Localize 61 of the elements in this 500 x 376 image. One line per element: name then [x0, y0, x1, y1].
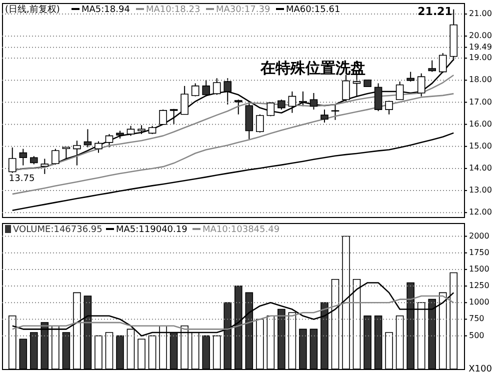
y-tick-label: 1500	[469, 264, 490, 274]
candlestick	[94, 140, 102, 154]
y-tick-label: 19.49	[469, 42, 492, 52]
line-series	[12, 132, 454, 212]
candlestick	[84, 128, 92, 148]
annotation: 13.75	[8, 174, 35, 184]
y-tick-label: 15.00	[469, 141, 492, 150]
legend-label: MA10:18.23	[146, 5, 200, 15]
legend-label: MA30:17.39	[216, 5, 270, 15]
candlestick	[374, 82, 382, 112]
candlestick	[352, 74, 361, 97]
text: X100	[468, 364, 492, 375]
candlestick	[278, 99, 286, 110]
candlestick	[105, 134, 114, 148]
candlestick	[73, 140, 81, 166]
y-tick-label: 21.00	[469, 9, 492, 18]
candlestick	[180, 85, 188, 115]
candlestick	[212, 78, 221, 96]
candlestick	[234, 99, 242, 115]
legend-label: VOLUME:146736.95	[13, 225, 102, 235]
candlestick	[159, 109, 167, 125]
candlestick	[202, 79, 210, 97]
y-tick-label: 1750	[469, 248, 490, 257]
y-tick-label: 19.00	[469, 53, 492, 62]
candlestick	[342, 74, 350, 102]
candlestick	[256, 114, 264, 134]
y-tick-label: 17.00	[469, 97, 492, 106]
legend-label: MA60:15.61	[286, 5, 340, 15]
y-tick-label: 1250	[469, 281, 490, 290]
chart-title: (日线,前复权)	[5, 4, 60, 15]
candlestick	[428, 60, 436, 72]
y-tick-label: 1000	[469, 298, 490, 307]
candlestick	[19, 148, 28, 166]
legend-label: MA10:103845.49	[202, 225, 280, 235]
candlestick	[191, 82, 200, 97]
y-tick-label: 18.00	[469, 75, 492, 84]
candlestick	[417, 72, 426, 97]
candlestick	[310, 92, 318, 110]
annotation: 在特殊位置洗盘	[260, 58, 366, 77]
legend-label: MA5:119040.19	[116, 225, 188, 235]
y-tick-label: 16.00	[469, 119, 492, 128]
y-tick-label: 12.00	[469, 208, 492, 217]
annotation: 21.21	[418, 5, 452, 18]
candlestick	[406, 71, 414, 82]
y-tick-label: 20.00	[469, 31, 492, 40]
legend-label: MA5:18.94	[82, 5, 130, 15]
candlestick	[396, 81, 404, 100]
y-tick-label: 13.00	[469, 186, 492, 195]
candlestick	[385, 100, 393, 115]
y-tick-label: 750	[469, 314, 484, 324]
candlestick	[288, 90, 296, 114]
y-tick-label: 14.00	[469, 163, 492, 172]
candlestick	[62, 146, 70, 160]
candlestick	[170, 108, 178, 125]
candlestick	[299, 90, 307, 107]
candlestick	[320, 109, 328, 124]
candlestick	[224, 78, 232, 105]
y-tick-label: 2000	[469, 231, 490, 240]
candlestick	[52, 148, 60, 166]
candlestick	[126, 125, 135, 136]
y-tick-label: 500	[469, 330, 484, 340]
